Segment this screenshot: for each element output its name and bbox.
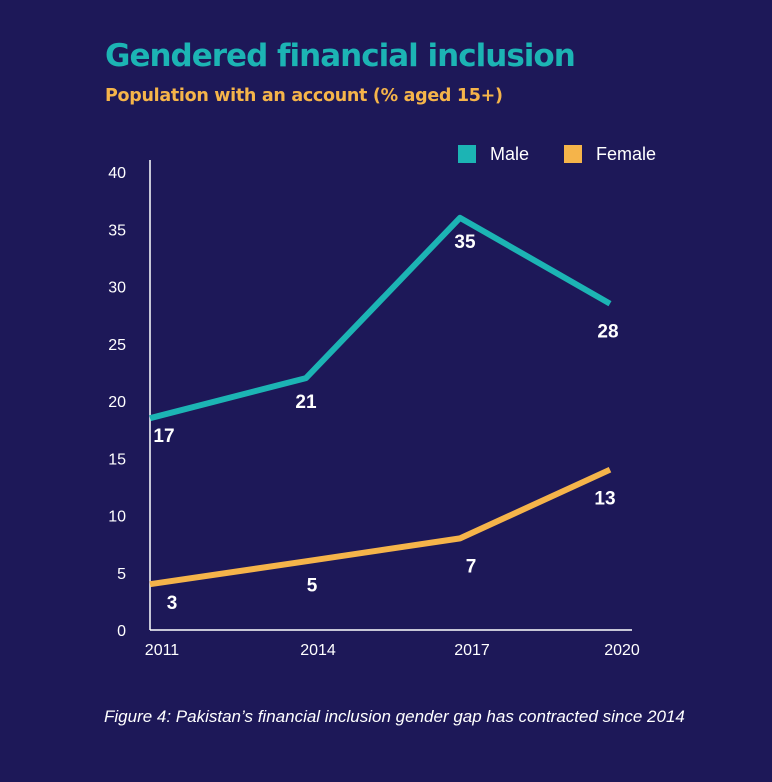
y-tick-label: 25 [108,337,126,354]
data-label-female: 13 [594,489,615,510]
data-label-female: 5 [307,575,318,596]
chart-subtitle: Population with an account (% aged 15+) [105,86,503,106]
data-label-male: 28 [597,322,618,343]
legend-label-female: Female [596,144,656,164]
series-lines [149,214,612,588]
data-label-female: 3 [167,593,178,614]
x-tick-label: 2017 [454,642,490,659]
series-line-female [149,466,612,588]
legend-swatch-male [458,145,476,163]
data-label-male: 21 [295,392,317,413]
x-tick-label: 2014 [300,642,336,659]
data-label-female: 7 [466,556,477,577]
x-tick-label: 2011 [145,642,180,659]
y-tick-label: 0 [117,623,126,640]
legend-swatch-female [564,145,582,163]
legend-label-male: Male [490,144,529,164]
y-tick-label: 15 [108,451,126,468]
x-tick-label: 2020 [604,642,640,659]
data-label-male: 17 [153,426,174,447]
y-tick-label: 40 [108,165,126,182]
figure-caption: Figure 4: Pakistan’s financial inclusion… [104,707,685,726]
chart-title: Gendered financial inclusion [105,38,576,74]
y-axis-ticks: 0 5 10 15 20 25 30 35 40 [108,165,126,640]
series-line-male [149,214,612,422]
y-tick-label: 30 [108,280,126,297]
y-tick-label: 10 [108,509,126,526]
legend: Male Female [458,144,656,164]
y-tick-label: 35 [108,222,126,239]
data-label-male: 35 [454,232,476,253]
y-tick-label: 20 [108,394,126,411]
y-tick-label: 5 [117,566,126,583]
x-axis-ticks: 2011 2014 2017 2020 [145,642,640,659]
